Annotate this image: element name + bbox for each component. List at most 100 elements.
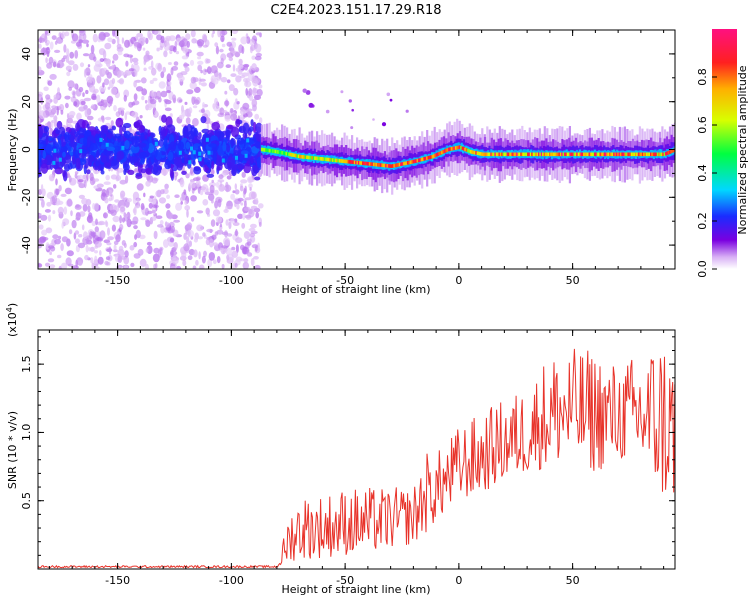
ridge-core: [430, 155, 433, 159]
noise-blob: [232, 190, 236, 194]
noise-blob: [223, 237, 231, 246]
noise-blob: [133, 93, 138, 101]
noise-band-blob: [86, 169, 91, 175]
noise-blob: [110, 209, 117, 216]
noise-blob: [49, 41, 54, 50]
noise-blob: [45, 262, 50, 267]
noise-blob: [155, 190, 161, 198]
noise-blob: [241, 171, 246, 178]
noise-speckle: [198, 151, 202, 156]
ridge-core: [604, 152, 607, 157]
ridge-core: [417, 158, 420, 163]
noise-band-blob: [100, 144, 106, 150]
ridge-core: [609, 152, 611, 157]
noise-blob: [119, 223, 124, 231]
ridge-core: [559, 152, 562, 157]
noise-blob: [77, 179, 84, 183]
noise-blob: [249, 187, 252, 191]
noise-blob: [215, 216, 222, 224]
noise-blob: [47, 80, 53, 86]
ridge-core: [439, 151, 442, 155]
noise-blob: [143, 192, 146, 198]
ridge-core: [525, 152, 528, 157]
noise-band-blob: [200, 116, 207, 124]
noise-blob: [226, 52, 234, 58]
noise-blob: [154, 110, 159, 117]
ridge-core: [289, 152, 292, 157]
noise-blob: [120, 206, 126, 212]
noise-blob: [66, 48, 70, 57]
noise-band-blob: [40, 162, 49, 174]
noise-blob: [94, 178, 100, 182]
ridge-core: [422, 157, 424, 161]
x-tick-label: 0: [455, 574, 462, 587]
noise-blob: [203, 250, 207, 257]
ridge-core: [617, 152, 620, 157]
ridge-core: [546, 152, 549, 157]
noise-blob: [78, 106, 86, 112]
ridge-core: [461, 146, 464, 151]
noise-blob: [134, 205, 140, 209]
noise-blob: [190, 30, 196, 38]
noise-blob: [132, 216, 139, 224]
noise-band-blob: [124, 140, 130, 150]
ridge-core: [636, 152, 639, 157]
noise-blob: [117, 107, 125, 111]
noise-blob: [73, 101, 78, 107]
noise-blob: [205, 238, 211, 246]
noise-blob: [140, 77, 147, 84]
noise-blob: [232, 222, 240, 226]
noise-band-blob: [77, 162, 81, 170]
noise-blob: [82, 53, 90, 57]
noise-blob: [64, 95, 71, 100]
ridge-core: [595, 152, 598, 157]
noise-blob: [103, 181, 111, 185]
noise-blob: [56, 106, 59, 116]
ridge-core: [572, 152, 575, 157]
ridge-core: [420, 157, 423, 162]
noise-blob: [160, 35, 165, 44]
noise-band-blob: [177, 141, 184, 150]
ridge-core: [431, 154, 434, 159]
noise-band-blob: [256, 156, 262, 168]
snr-line-layer: [38, 348, 675, 569]
noise-band-blob: [127, 169, 135, 175]
noise-blob: [107, 86, 111, 90]
noise-blob: [206, 228, 214, 233]
ridge-core: [543, 152, 546, 157]
noise-blob: [78, 86, 84, 93]
ridge-core: [456, 145, 459, 150]
ridge-core: [260, 147, 263, 152]
noise-blob: [104, 196, 109, 204]
noise-blob: [201, 33, 208, 43]
noise-blob: [157, 62, 162, 70]
noise-blob: [67, 80, 75, 89]
noise-blob: [65, 102, 69, 109]
ridge-core: [529, 152, 532, 157]
noise-band-blob: [140, 168, 147, 174]
ridge-core: [587, 152, 590, 157]
ridge-core: [524, 152, 527, 157]
noise-blob: [101, 115, 105, 123]
noise-band-blob: [164, 161, 172, 170]
noise-blob: [114, 199, 120, 203]
noise-blob: [196, 210, 204, 214]
noise-blob: [133, 61, 139, 66]
noise-band-blob: [166, 124, 176, 134]
noise-blob: [128, 68, 135, 72]
noise-blob: [191, 216, 195, 222]
noise-blob: [224, 114, 231, 122]
noise-band-blob: [226, 124, 234, 130]
noise-blob: [118, 245, 124, 251]
noise-blob: [63, 44, 67, 53]
noise-blob: [76, 112, 82, 121]
noise-blob: [94, 250, 98, 254]
noise-blob: [186, 89, 194, 95]
ridge-core: [310, 156, 313, 160]
noise-blob: [184, 200, 188, 205]
noise-blob: [230, 193, 236, 200]
noise-blob: [240, 36, 248, 45]
ridge-core: [573, 152, 576, 157]
noise-blob: [254, 55, 262, 61]
ridge-core: [449, 147, 452, 151]
